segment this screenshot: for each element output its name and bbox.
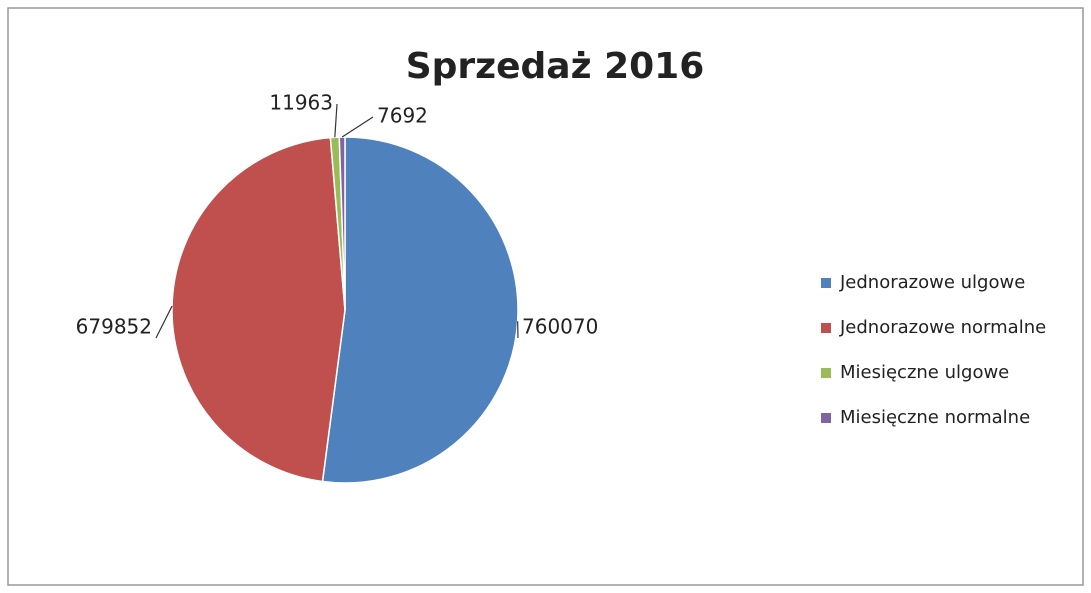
data-label: 679852 (76, 315, 152, 339)
legend-swatch (821, 278, 831, 288)
legend-label: Jednorazowe ulgowe (839, 272, 1025, 293)
legend-label: Miesięczne ulgowe (840, 362, 1009, 383)
legend-swatch (821, 368, 831, 378)
leader-line (334, 103, 338, 138)
legend-label: Jednorazowe normalne (839, 317, 1046, 338)
legend-label: Miesięczne normalne (840, 407, 1030, 428)
legend-swatch (821, 323, 831, 333)
legend-swatch (821, 413, 831, 423)
leader-line (341, 116, 374, 138)
chart-title: Sprzedaż 2016 (406, 46, 705, 87)
data-label: 7692 (377, 104, 428, 128)
data-label: 11963 (269, 91, 333, 115)
chart-frame (7, 7, 1084, 586)
data-label: 760070 (522, 315, 598, 339)
pie-slice (171, 136, 346, 483)
leader-line (155, 305, 173, 339)
